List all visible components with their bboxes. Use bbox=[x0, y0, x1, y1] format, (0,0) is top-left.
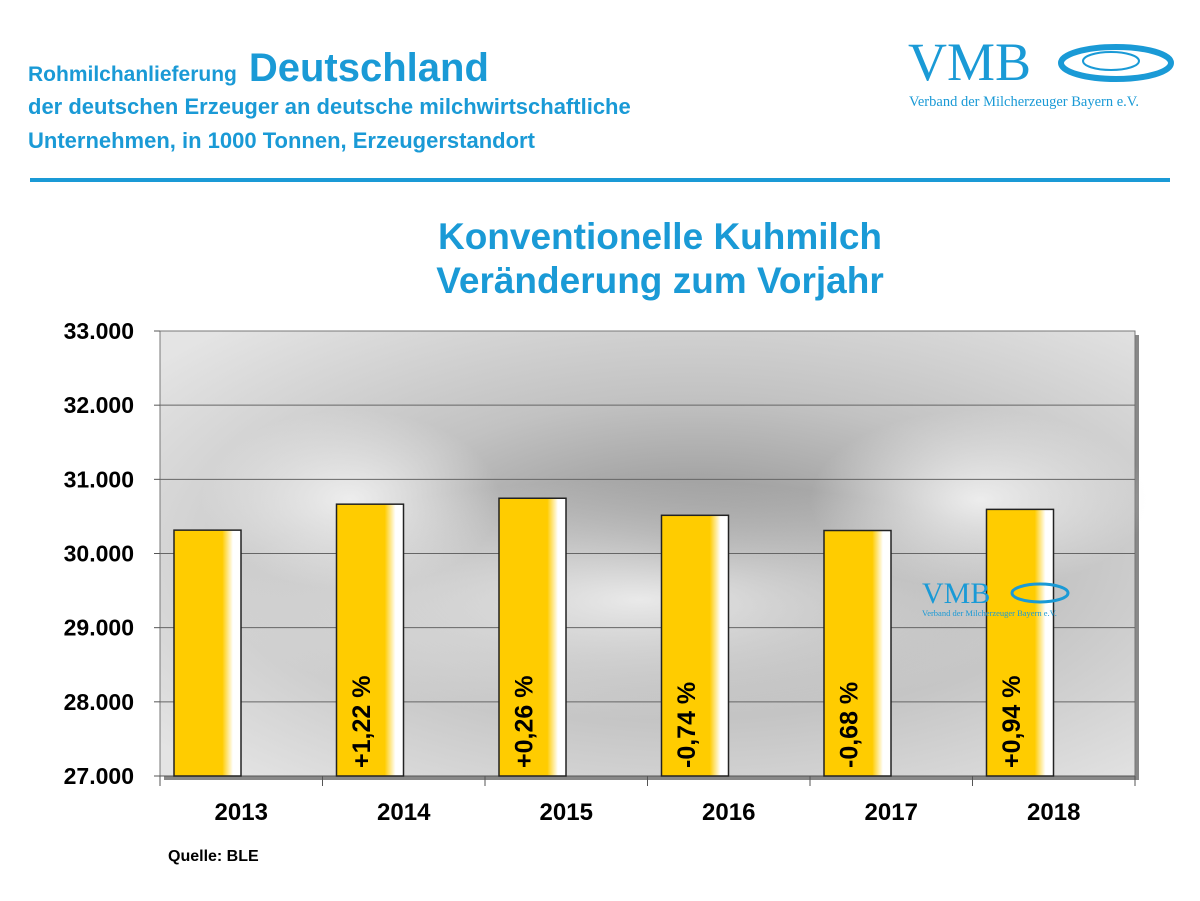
data-label-2016: -0,74 % bbox=[673, 682, 701, 768]
logo-subtitle: Verband der Milcherzeuger Bayern e.V. bbox=[909, 94, 1139, 110]
chart-title-line2: Veränderung zum Vorjahr bbox=[436, 260, 884, 301]
bar-2015 bbox=[498, 497, 567, 777]
y-tick-label: 27.000 bbox=[64, 763, 134, 789]
y-tick-label: 31.000 bbox=[64, 466, 134, 492]
y-tick-label: 32.000 bbox=[64, 392, 134, 418]
header-small: Rohmilchanlieferung bbox=[28, 63, 237, 86]
x-tick-label: 2017 bbox=[865, 799, 918, 826]
x-tick-label: 2016 bbox=[702, 799, 755, 826]
chart-title-line1: Konventionelle Kuhmilch bbox=[437, 216, 883, 257]
watermark-logo: VMB bbox=[922, 577, 990, 610]
data-label-2015: +0,26 % bbox=[510, 676, 538, 768]
header-line2: der deutschen Erzeuger an deutsche milch… bbox=[28, 94, 631, 119]
y-tick-label: 33.000 bbox=[64, 318, 134, 344]
data-label-2017: -0,68 % bbox=[835, 682, 863, 768]
bar-2014 bbox=[335, 503, 405, 777]
x-tick-label: 2013 bbox=[215, 799, 268, 826]
x-tick-label: 2018 bbox=[1027, 799, 1080, 826]
header-divider bbox=[30, 178, 1170, 182]
source-note: Quelle: BLE bbox=[168, 848, 259, 865]
bar-2017 bbox=[823, 529, 892, 777]
watermark-swirl-icon bbox=[1010, 582, 1070, 604]
y-tick-label: 30.000 bbox=[64, 541, 134, 567]
data-label-2014: +1,22 % bbox=[348, 676, 376, 768]
vmb-logo: VMB Verband der Milcherzeuger Bayern e.V… bbox=[908, 32, 1174, 110]
data-label-2018: +0,94 % bbox=[998, 676, 1026, 768]
logo-swirl-icon bbox=[1058, 44, 1174, 82]
y-tick-label: 28.000 bbox=[64, 689, 134, 715]
x-tick-label: 2015 bbox=[540, 799, 593, 826]
logo-text: VMB bbox=[908, 32, 1031, 92]
milk-splash bbox=[200, 410, 500, 590]
x-tick-label: 2014 bbox=[377, 799, 431, 826]
header-big: Deutschland bbox=[248, 46, 489, 90]
bar-2018 bbox=[985, 508, 1055, 777]
bar-2016 bbox=[660, 514, 730, 777]
header-line1: Rohmilchanlieferung Deutschland bbox=[28, 46, 489, 91]
header-line3: Unternehmen, in 1000 Tonnen, Erzeugersta… bbox=[28, 128, 535, 153]
bar-2013 bbox=[173, 529, 242, 777]
y-tick-label: 29.000 bbox=[64, 615, 134, 641]
watermark-subtitle: Verband der Milcherzeuger Bayern e.V. bbox=[922, 608, 1057, 618]
chart-title: Konventionelle Kuhmilch Veränderung zum … bbox=[300, 215, 1020, 303]
milk-splash bbox=[810, 410, 1150, 590]
